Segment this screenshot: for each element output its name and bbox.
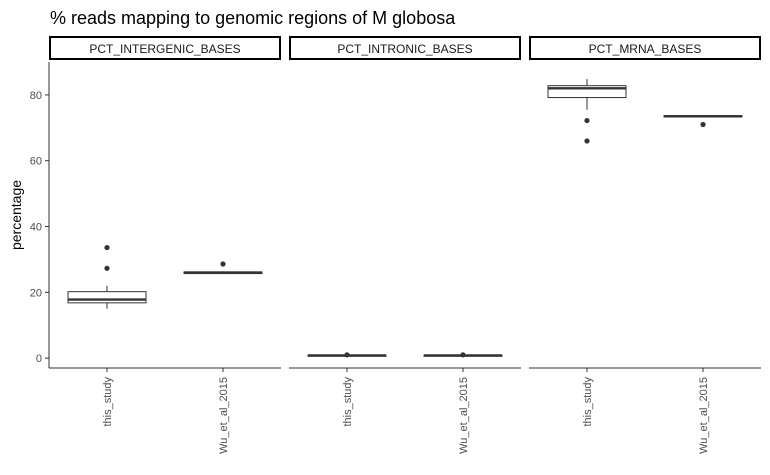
facet-strip-label: PCT_INTRONIC_BASES [337, 42, 472, 56]
x-tick-label: Wu_et_al_2015 [698, 377, 710, 454]
facet-strip [529, 36, 761, 60]
x-tick-label: Wu_et_al_2015 [458, 377, 470, 454]
x-tick-label: Wu_et_al_2015 [218, 377, 230, 454]
outlier-point [104, 265, 110, 271]
outlier-point [104, 244, 110, 251]
outlier-point [700, 121, 706, 128]
x-tick-label: this_study [102, 377, 114, 427]
box [67, 291, 147, 304]
y-tick-label: 20 [30, 287, 42, 299]
y-tick-label: 60 [30, 156, 42, 168]
outlier-point [584, 117, 590, 124]
facet-strip-label: PCT_MRNA_BASES [589, 42, 702, 56]
outlier-point [460, 352, 466, 358]
facet-strip [289, 36, 521, 60]
facet-strip [49, 36, 281, 60]
y-tick-label: 80 [30, 90, 42, 102]
y-tick-label: 0 [36, 353, 42, 365]
outlier-point [584, 138, 590, 144]
facet-strip-label: PCT_INTERGENIC_BASES [89, 42, 240, 56]
y-axis-title: percentage [8, 180, 24, 250]
plot-area: 0 20 40 60 80 PCT_INTERGENIC_BASES this_study W… [30, 36, 761, 454]
x-tick-label: this_study [342, 377, 354, 427]
chart-title: % reads mapping to genomic regions of M … [50, 8, 456, 28]
y-tick-label: 40 [30, 222, 42, 234]
outlier-point [344, 352, 350, 358]
outlier-point [220, 261, 226, 267]
box [547, 85, 627, 99]
x-tick-label: this_study [582, 377, 594, 427]
